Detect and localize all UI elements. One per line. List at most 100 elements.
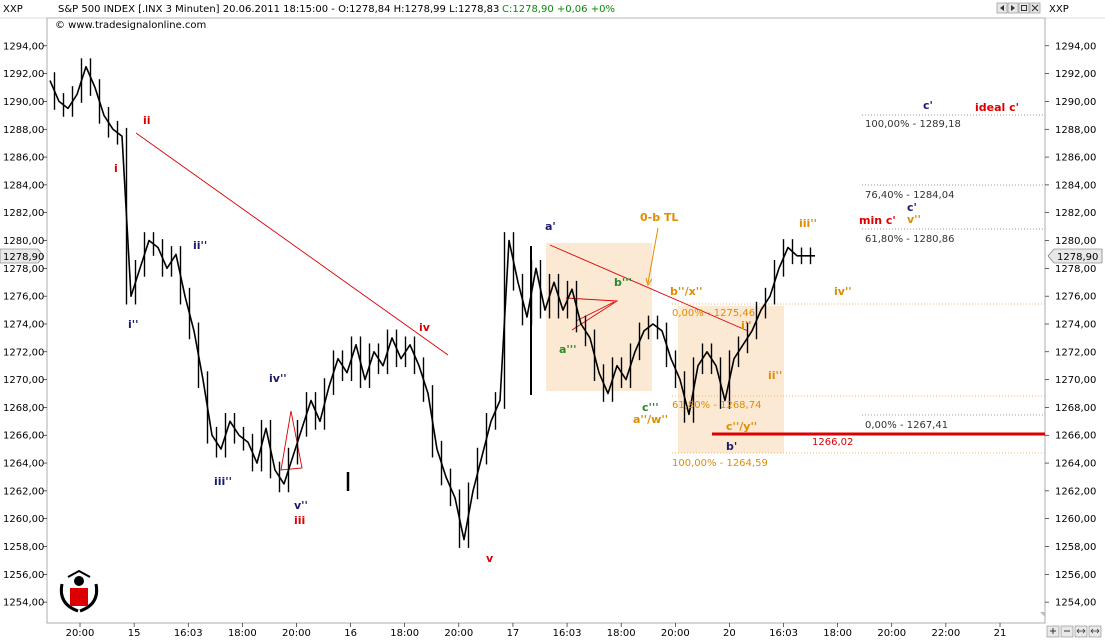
y-tick-label-left: 1258,00 <box>3 542 44 553</box>
y-axis-right: 1254,00 1256,00 1258,00 1260,00 1262,00 1264,… <box>1045 41 1096 609</box>
label-ii: ii <box>143 114 151 127</box>
zoom-buttons <box>1046 625 1102 638</box>
arrow-left-icon <box>1000 5 1004 11</box>
x-tick-label: 18:00 <box>823 628 852 639</box>
x-axis: 20:00 15 16:03 18:00 20:00 16 18:00 20:00 17 16:0… <box>66 623 1007 639</box>
label-iv: iv <box>419 321 431 334</box>
y-tick-label-left: 1268,00 <box>3 403 44 414</box>
y-tick-label-right: 1288,00 <box>1055 125 1096 136</box>
price-series <box>49 58 815 548</box>
y-tick-label-left: 1274,00 <box>3 319 44 330</box>
y-tick-label-right: 1294,00 <box>1055 41 1096 52</box>
y-tick-label-right: 1292,00 <box>1055 69 1096 80</box>
y-tick-label-left: 1264,00 <box>3 459 44 470</box>
label-a-w: a''/w'' <box>633 413 668 426</box>
triangle-b <box>565 297 619 331</box>
label-v-2: v'' <box>294 499 308 512</box>
y-tick-label-right: 1272,00 <box>1055 347 1096 358</box>
zoom-reset-button[interactable] <box>1088 625 1102 638</box>
copyright-text: © www.tradesignalonline.com <box>55 20 206 31</box>
y-tick-label-right: 1280,00 <box>1055 236 1096 247</box>
maximize-icon <box>1021 5 1027 11</box>
label-iii-2: iii'' <box>214 475 232 488</box>
y-tick-label-right: 1264,00 <box>1055 459 1096 470</box>
arrowhead-icon <box>645 277 653 287</box>
fib-labels: 100,00% - 1289,18 76,40% - 1284,04 61,80… <box>672 119 961 469</box>
fib-label-618: 61,80% - 1280,86 <box>865 234 954 245</box>
trendline-down <box>135 132 449 356</box>
x-tick-label: 20:00 <box>282 628 311 639</box>
label-b-3: b''' <box>614 276 632 289</box>
triangle-b-lower <box>575 301 615 322</box>
label-0-b-tl: 0-b TL <box>640 211 678 224</box>
symbol-left: XXP <box>3 4 23 15</box>
y-tick-label-left: 1282,00 <box>3 208 44 219</box>
y-tick-label-right: 1254,00 <box>1055 598 1096 609</box>
y-tick-label-right: 1276,00 <box>1055 292 1096 303</box>
label-c-y: c''/y'' <box>726 420 757 433</box>
y-tick-label-left: 1294,00 <box>3 41 44 52</box>
y-tick-label-right: 1284,00 <box>1055 180 1096 191</box>
arrow-right-icon <box>1011 5 1015 11</box>
y-tick-label-left: 1288,00 <box>3 125 44 136</box>
last-price-left-text: 1278,90 <box>3 252 44 263</box>
x-tick-label: 22:00 <box>931 628 960 639</box>
resize-grip-icon[interactable] <box>1040 612 1045 617</box>
y-tick-label-left: 1262,00 <box>3 486 44 497</box>
y-tick-label-left: 1276,00 <box>3 292 44 303</box>
symbol-right: XXP <box>1049 4 1069 15</box>
fib-lines <box>672 114 1045 454</box>
label-c-prime-mid: c' <box>907 201 917 214</box>
y-tick-label-left: 1254,00 <box>3 598 44 609</box>
support-label: 1266,02 <box>812 437 853 448</box>
correction-box-left <box>546 243 652 391</box>
x-tick-label: 17 <box>507 628 520 639</box>
x-tick-label: 16:03 <box>174 628 203 639</box>
x-tick-label: 21 <box>994 628 1007 639</box>
y-tick-label-left: 1284,00 <box>3 180 44 191</box>
fib-label-100: 100,00% - 1289,18 <box>865 119 961 130</box>
y-tick-label-right: 1266,00 <box>1055 431 1096 442</box>
reset-icon <box>1090 628 1100 634</box>
plus-icon <box>1050 628 1056 634</box>
label-iii: iii <box>294 514 305 527</box>
label-c-prime-top: c' <box>923 99 933 112</box>
label-v-orange: v'' <box>907 213 921 226</box>
fit-icon <box>1076 628 1086 634</box>
y-tick-label-right: 1256,00 <box>1055 570 1096 581</box>
x-tick-label: 15 <box>128 628 141 639</box>
label-v: v <box>486 552 494 565</box>
x-tick-label: 20:00 <box>66 628 95 639</box>
x-tick-label: 16 <box>344 628 357 639</box>
label-ideal-c: ideal c' <box>975 101 1019 114</box>
y-tick-label-right: 1274,00 <box>1055 319 1096 330</box>
last-price-tag-right <box>1047 248 1103 264</box>
triangle-iii <box>280 410 303 471</box>
fib-label-orange-618: 61,80% - 1268,74 <box>672 400 761 411</box>
quote-close: C:1278,90 +0,06 +0% <box>502 4 615 15</box>
maximize-button[interactable] <box>1018 2 1030 14</box>
zoom-fit-button[interactable] <box>1074 625 1088 638</box>
trendline-0-b <box>549 244 749 332</box>
x-tick-label: 18:00 <box>390 628 419 639</box>
x-tick-label: 20:00 <box>444 628 473 639</box>
x-tick-label: 18:00 <box>228 628 257 639</box>
x-tick-label: 20:00 <box>661 628 690 639</box>
fib-label-orange-0: 0,00% - 1275,46 <box>672 308 755 319</box>
x-tick-label: 20:00 <box>877 628 906 639</box>
y-tick-label-left: 1278,00 <box>3 264 44 275</box>
y-axis-left: 1254,00 1256,00 1258,00 1260,00 1262,00 1264,… <box>3 41 47 609</box>
y-tick-label-right: 1270,00 <box>1055 375 1096 386</box>
label-a-3: a''' <box>559 343 577 356</box>
label-min-c: min c' <box>859 214 896 227</box>
wave-labels: ii i ii'' i'' iv'' iii'' v'' iii iv v a'… <box>114 99 1019 565</box>
label-ii-orange: ii'' <box>768 369 782 382</box>
label-c-3: c''' <box>642 401 659 414</box>
label-iv-2: iv'' <box>269 372 287 385</box>
quote-info: S&P 500 INDEX [.INX 3 Minuten] 20.06.201… <box>58 4 499 15</box>
y-tick-label-left: 1266,00 <box>3 431 44 442</box>
label-iii-orange: iii'' <box>799 217 817 230</box>
y-tick-label-left: 1286,00 <box>3 153 44 164</box>
last-price-left: 1278,90 <box>0 248 45 264</box>
